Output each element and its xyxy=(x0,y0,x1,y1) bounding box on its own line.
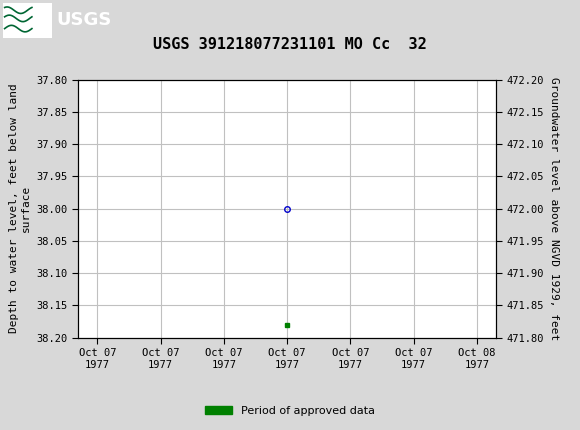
Legend: Period of approved data: Period of approved data xyxy=(200,401,380,420)
Y-axis label: Depth to water level, feet below land
surface: Depth to water level, feet below land su… xyxy=(9,84,31,333)
Bar xyxy=(3,3,52,37)
Y-axis label: Groundwater level above NGVD 1929, feet: Groundwater level above NGVD 1929, feet xyxy=(549,77,559,340)
Text: USGS 391218077231101 MO Cc  32: USGS 391218077231101 MO Cc 32 xyxy=(153,37,427,52)
Text: USGS: USGS xyxy=(57,12,112,29)
